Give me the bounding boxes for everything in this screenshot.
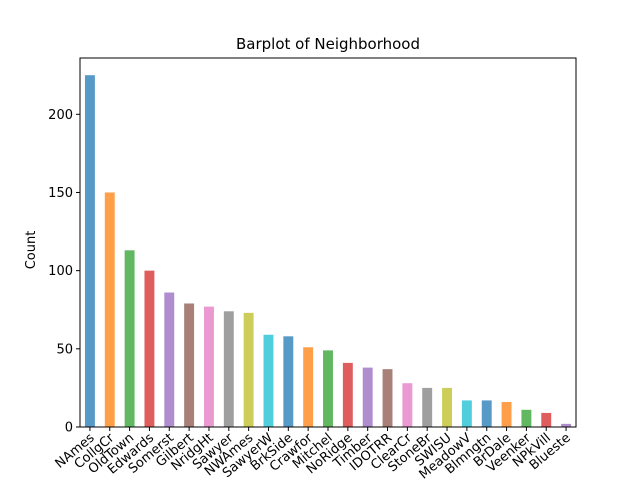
plot-frame xyxy=(79,57,577,428)
bar-collgcr xyxy=(104,192,115,427)
y-axis-label: Count xyxy=(24,231,39,270)
bar-timber xyxy=(362,367,373,427)
bar-meadowv xyxy=(461,400,472,427)
bar-names xyxy=(84,75,95,427)
bar-sawyer xyxy=(223,311,234,427)
bar-brkside xyxy=(283,336,294,427)
bar-nridght xyxy=(204,306,214,427)
bar-somerst xyxy=(164,292,175,427)
bar-blueste xyxy=(561,423,572,427)
y-axis-ticks: 0 50 100 150 200 xyxy=(48,108,80,436)
y-tick-label: 150 xyxy=(48,186,73,201)
bar-veenker xyxy=(521,409,532,427)
bar-idotrr xyxy=(382,369,393,427)
bar-sawyerw xyxy=(263,334,274,427)
y-tick-label: 50 xyxy=(56,342,73,357)
y-tick-label: 0 xyxy=(65,421,73,436)
x-axis-ticks: NAmesCollgCrOldTownEdwardsSomerstGilbert… xyxy=(53,427,574,480)
bar-npkvill xyxy=(541,412,552,427)
bar-crawfor xyxy=(303,347,314,427)
bar-edwards xyxy=(144,270,155,427)
y-tick-label: 100 xyxy=(48,264,73,279)
bar-nwames xyxy=(243,312,254,427)
bar-swisu xyxy=(442,387,452,427)
chart-title: Barplot of Neighborhood xyxy=(236,35,420,53)
y-tick-label: 200 xyxy=(48,108,73,123)
bar-blmngtn xyxy=(481,400,492,427)
bar-brdale xyxy=(501,401,512,427)
bar-gilbert xyxy=(184,303,195,427)
bars-group xyxy=(84,75,572,427)
bar-stonebr xyxy=(422,387,433,427)
bar-oldtown xyxy=(124,250,135,427)
bar-noridge xyxy=(342,362,353,427)
bar-mitchel xyxy=(323,350,333,427)
bar-clearcr xyxy=(402,383,413,427)
